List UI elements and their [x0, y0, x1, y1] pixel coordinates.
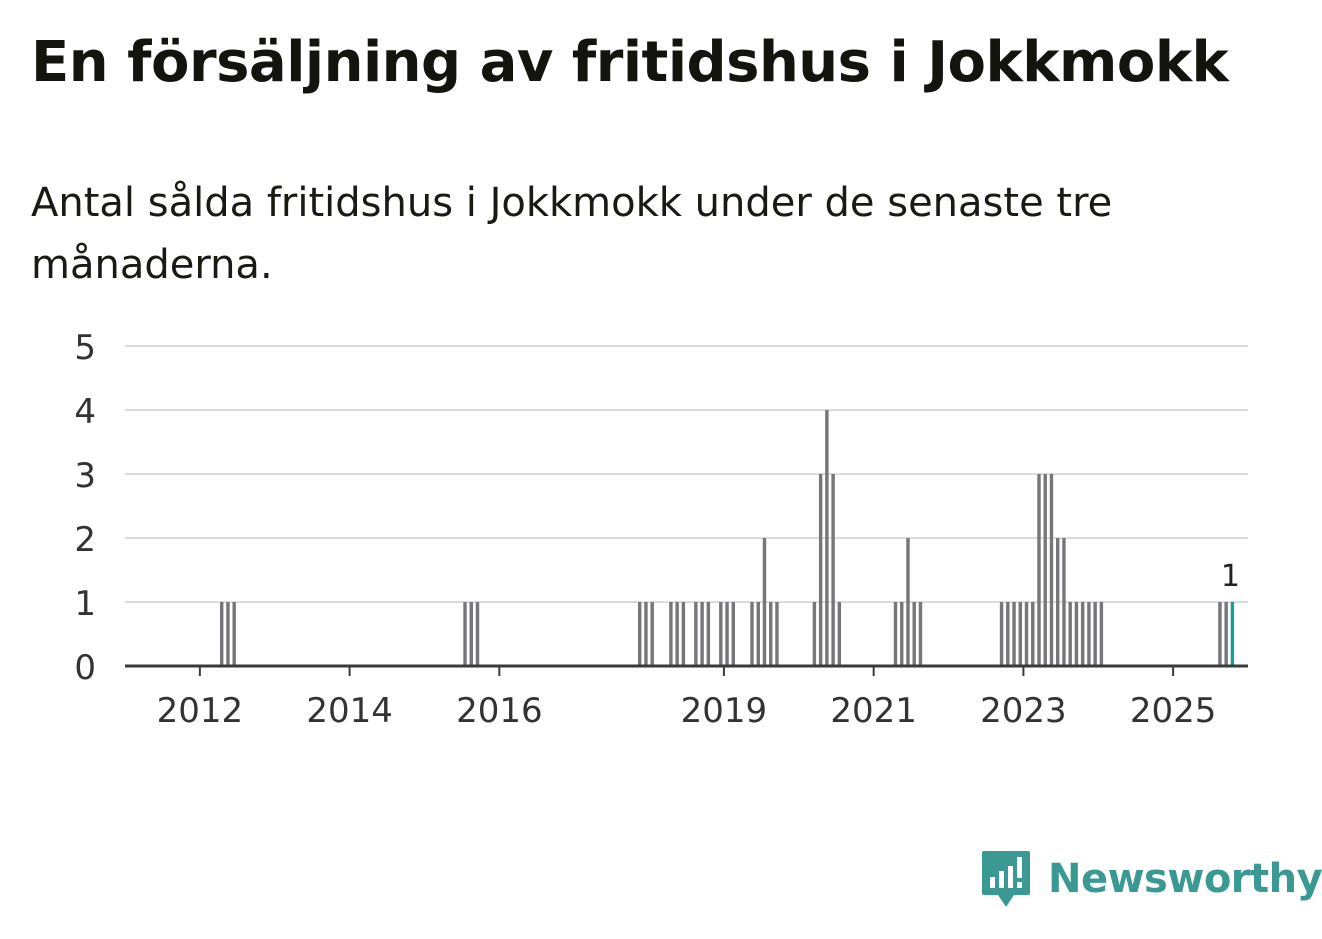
bar	[918, 602, 923, 666]
bar	[1218, 602, 1222, 666]
bar	[637, 602, 642, 666]
bar	[219, 602, 224, 666]
x-tick-label: 2016	[456, 691, 543, 731]
bar	[1080, 602, 1085, 666]
bar	[469, 602, 473, 666]
bar	[756, 602, 760, 666]
bar	[1024, 602, 1029, 666]
y-tick-label: 4	[74, 392, 96, 432]
bar	[700, 602, 704, 666]
bar	[1012, 602, 1016, 666]
bar	[825, 410, 829, 666]
x-tick-label: 2025	[1130, 691, 1217, 731]
bar	[475, 602, 480, 666]
bar	[1043, 474, 1047, 666]
bar	[912, 602, 916, 666]
newsworthy-logo-icon	[982, 851, 1030, 907]
bar	[769, 602, 773, 666]
y-tick-label: 3	[74, 456, 96, 496]
y-tick-label: 1	[74, 584, 96, 624]
bar	[681, 602, 686, 666]
bar	[1031, 602, 1035, 666]
bar	[812, 602, 817, 666]
bar	[900, 602, 904, 666]
bar	[818, 474, 823, 666]
x-tick-label: 2019	[681, 691, 768, 731]
bar	[650, 602, 654, 666]
bar	[1074, 602, 1079, 666]
bar	[719, 602, 723, 666]
bar	[1037, 474, 1041, 666]
bar	[675, 602, 679, 666]
bar-chart: 0 1 2 3 4 5 1 2012 2014 2016 2019 2021 2023 2025	[74, 328, 1248, 731]
x-tick-label: 2023	[980, 691, 1067, 731]
bar	[893, 602, 898, 666]
chart-subtitle: Antal sålda fritidshus i Jokkmokk under …	[31, 180, 1113, 288]
bar	[706, 602, 711, 666]
bar	[1087, 602, 1091, 666]
bar	[762, 538, 767, 666]
bar	[731, 602, 736, 666]
bar	[669, 602, 673, 666]
chart-title: En försäljning av fritidshus i Jokkmokk	[31, 30, 1229, 95]
bar	[694, 602, 698, 666]
bar	[999, 602, 1004, 666]
x-tick-label: 2021	[830, 691, 917, 731]
bar	[1018, 602, 1022, 666]
bar	[226, 602, 230, 666]
newsworthy-logo: Newsworthy	[980, 849, 1322, 909]
bar	[1068, 602, 1072, 666]
bar	[906, 538, 910, 666]
bar	[1006, 602, 1010, 666]
bar	[1224, 602, 1228, 666]
data-label: 1	[1221, 559, 1240, 594]
bar	[837, 602, 842, 666]
bar	[1055, 538, 1060, 666]
bar	[775, 602, 779, 666]
bar	[1049, 474, 1054, 666]
bar	[831, 474, 835, 666]
bar	[232, 602, 236, 666]
highlighted-bar	[1230, 602, 1235, 666]
brand-name: Newsworthy	[1048, 856, 1322, 902]
bar	[750, 602, 754, 666]
bar	[1093, 602, 1097, 666]
y-tick-label: 5	[74, 328, 96, 368]
bar	[725, 602, 729, 666]
y-tick-label: 2	[74, 520, 96, 560]
x-tick-label: 2014	[306, 691, 393, 731]
bar	[463, 602, 467, 666]
bar	[1099, 602, 1104, 666]
x-tick-label: 2012	[157, 691, 244, 731]
bar	[644, 602, 648, 666]
y-tick-label: 0	[74, 648, 96, 688]
bar	[1062, 538, 1066, 666]
